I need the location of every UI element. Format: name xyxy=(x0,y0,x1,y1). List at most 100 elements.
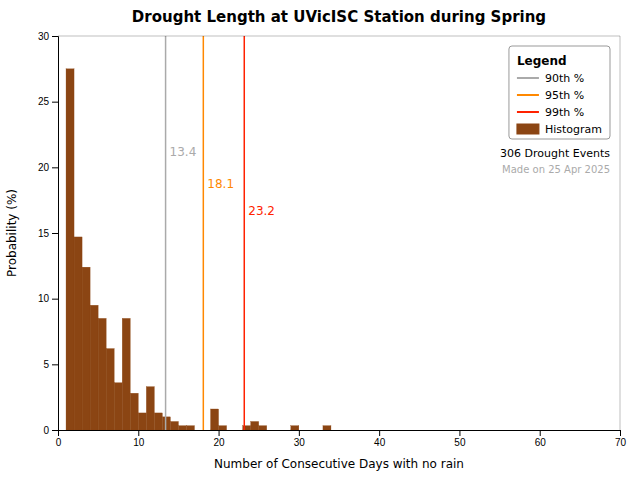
y-axis-title: Probability (%) xyxy=(5,189,19,277)
histogram-bar xyxy=(331,430,339,431)
histogram-bar xyxy=(339,430,347,431)
legend: Legend90th %95th %99th %Histogram xyxy=(509,46,610,139)
histogram-bar xyxy=(170,421,178,430)
axis-line xyxy=(59,431,621,437)
tick: 0 xyxy=(43,425,58,436)
frame-line xyxy=(620,36,621,430)
tick: 60 xyxy=(535,430,547,448)
histogram-bar xyxy=(387,430,395,431)
histogram-bar xyxy=(66,69,74,430)
legend-swatch xyxy=(517,94,539,96)
tick: 30 xyxy=(294,430,306,448)
frame-line xyxy=(58,36,620,37)
histogram-bar xyxy=(178,426,186,430)
percentile-label: 13.4 xyxy=(170,145,197,159)
histogram-bar xyxy=(82,267,90,430)
histogram-bar xyxy=(227,430,235,431)
histogram-bar xyxy=(355,430,363,431)
histogram-bar xyxy=(114,383,122,430)
histogram-bar xyxy=(194,430,202,431)
tick-mark xyxy=(540,430,541,436)
histogram-bar xyxy=(467,430,475,431)
annotation: 306 Drought Events xyxy=(500,147,610,160)
annotations: 306 Drought Events Made on 25 Apr 2025 xyxy=(500,147,610,175)
histogram-bar xyxy=(162,417,170,430)
tick: 0 xyxy=(56,430,62,448)
tick: 50 xyxy=(454,430,466,448)
histogram-bar xyxy=(411,430,419,431)
tick-mark xyxy=(299,430,300,436)
legend-item: 99th % xyxy=(517,106,584,119)
legend-swatch xyxy=(517,111,539,113)
legend-label: 95th % xyxy=(545,89,584,102)
legend-label: Histogram xyxy=(545,123,602,136)
histogram-bar xyxy=(211,409,219,430)
tick-mark xyxy=(52,430,58,431)
histogram-bar xyxy=(283,430,291,431)
marks xyxy=(66,36,331,430)
tick-label: 5 xyxy=(43,359,49,370)
histogram-bar xyxy=(307,430,315,431)
tick-mark xyxy=(219,430,220,436)
tick: 10 xyxy=(38,293,58,304)
y-axis: 051015202530 xyxy=(38,31,59,436)
plot: 13.418.123.2010203040506070051015202530L… xyxy=(38,31,627,448)
annotation: Made on 25 Apr 2025 xyxy=(502,164,610,175)
histogram-bar xyxy=(540,430,548,431)
histogram-bar xyxy=(291,426,299,430)
histogram-bar xyxy=(419,430,427,431)
tick-mark xyxy=(52,167,58,168)
tick-label: 60 xyxy=(535,437,547,448)
legend-box xyxy=(509,46,610,139)
percentile-line xyxy=(244,36,246,430)
histogram-bar xyxy=(146,387,154,430)
histogram-bar xyxy=(451,430,459,431)
histogram-bar xyxy=(219,426,227,430)
histogram-bar xyxy=(379,430,387,431)
tick-mark xyxy=(620,430,621,436)
tick-label: 0 xyxy=(43,425,49,436)
tick-mark xyxy=(52,36,58,37)
tick-label: 70 xyxy=(615,437,627,448)
percentile-line xyxy=(165,36,167,430)
axis-line xyxy=(52,37,59,431)
histogram-bar xyxy=(427,430,435,431)
histogram-bar xyxy=(323,426,331,430)
histogram-bar xyxy=(98,318,106,430)
histogram-bar xyxy=(516,430,524,431)
histogram-bar xyxy=(138,413,146,430)
histogram-bar xyxy=(74,237,82,430)
histogram-bar xyxy=(90,305,98,430)
tick-label: 40 xyxy=(374,437,386,448)
tick: 15 xyxy=(38,228,58,239)
tick-mark xyxy=(379,430,380,436)
histogram-bar xyxy=(532,430,540,431)
legend-title: Legend xyxy=(517,54,567,68)
histogram-bar xyxy=(130,393,138,430)
histogram-bar xyxy=(443,430,451,431)
histogram-bar xyxy=(435,430,443,431)
tick: 40 xyxy=(374,430,386,448)
histogram-bar xyxy=(524,430,532,431)
histogram-bar xyxy=(492,430,500,431)
histogram-bar xyxy=(235,430,243,431)
histogram-bar xyxy=(475,430,483,431)
legend-swatch xyxy=(517,124,539,134)
tick: 5 xyxy=(43,359,58,370)
percentile-labels: 13.418.123.2 xyxy=(170,145,275,218)
histogram-bar xyxy=(371,430,379,431)
tick-mark xyxy=(52,102,58,103)
histogram-bar xyxy=(259,426,267,430)
legend-label: 99th % xyxy=(545,106,584,119)
histogram-bar xyxy=(347,430,355,431)
histogram-bar xyxy=(251,421,259,430)
tick-label: 30 xyxy=(294,437,306,448)
tick-mark xyxy=(138,430,139,436)
tick-label: 15 xyxy=(38,228,50,239)
tick-label: 10 xyxy=(38,293,50,304)
legend-item: Histogram xyxy=(517,123,602,136)
histogram-bar xyxy=(459,430,467,431)
tick: 70 xyxy=(615,430,627,448)
histogram-bar xyxy=(106,349,114,430)
histogram-bar xyxy=(403,430,411,431)
